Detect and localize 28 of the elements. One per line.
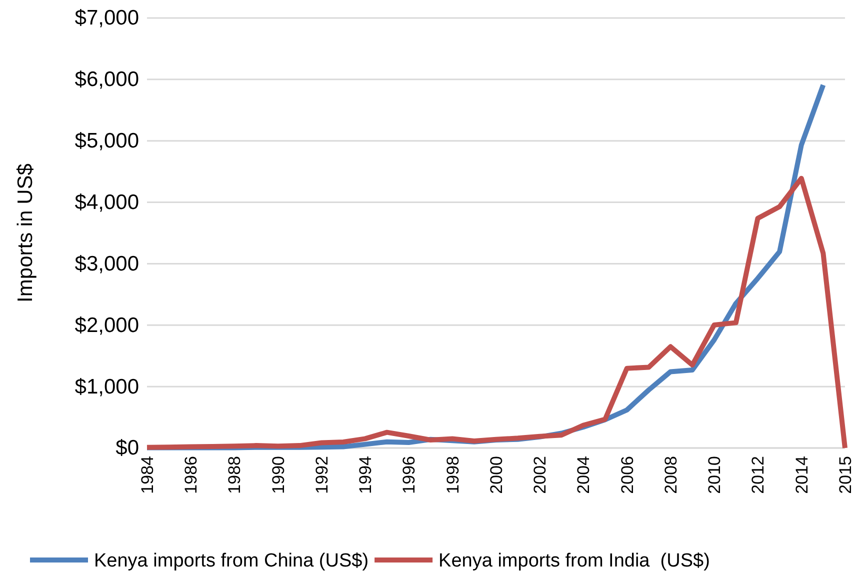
x-tick-label: 1986 (182, 456, 201, 494)
x-tick-label: 1992 (312, 456, 332, 494)
y-tick-label: $2,000 (74, 314, 139, 337)
x-tick-label: 2002 (530, 456, 550, 494)
x-tick-label: 2000 (486, 456, 506, 494)
y-tick-label: $5,000 (74, 130, 139, 153)
x-tick-label: 1984 (138, 456, 157, 494)
x-tick-label: 2006 (618, 456, 637, 494)
x-tick-label: 1990 (268, 456, 288, 494)
x-tick-label: 1998 (443, 456, 462, 494)
x-tick-label: 1996 (400, 456, 419, 494)
y-tick-label: $1,000 (74, 375, 139, 398)
x-tick-label: 2010 (705, 456, 724, 494)
x-tick-label: 2008 (661, 456, 680, 494)
y-tick-label: $3,000 (74, 252, 139, 276)
y-tick-label: $4,000 (74, 191, 139, 214)
y-tick-label: $7,000 (74, 6, 139, 30)
legend-label: Kenya imports from China (US$) (94, 550, 369, 572)
x-tick-label: 1988 (225, 456, 244, 494)
y-tick-label: $6,000 (74, 68, 139, 92)
x-tick-label: 1994 (356, 456, 376, 494)
legend-label: Kenya imports from India (US$) (438, 550, 710, 572)
y-axis-title: Imports in US$ (14, 163, 37, 302)
x-tick-label: 2014 (792, 456, 812, 494)
x-tick-label: 2015 (836, 456, 855, 494)
x-tick-label: 2012 (748, 456, 768, 494)
x-tick-label: 2004 (574, 456, 594, 494)
y-tick-label: $0 (116, 436, 139, 460)
